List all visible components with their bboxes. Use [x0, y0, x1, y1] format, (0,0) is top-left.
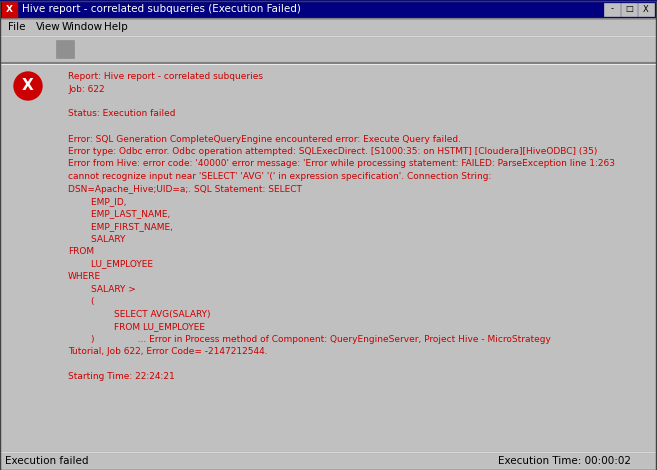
- Text: cannot recognize input near 'SELECT' 'AVG' '(' in expression specification'. Con: cannot recognize input near 'SELECT' 'AV…: [68, 172, 491, 181]
- Bar: [604, 2, 620, 16]
- Bar: [0, 18, 657, 36]
- Text: Job: 622: Job: 622: [68, 85, 104, 94]
- Text: Starting Time: 22:24:21: Starting Time: 22:24:21: [68, 372, 175, 381]
- Text: Hive report - correlated subqueries (Execution Failed): Hive report - correlated subqueries (Exe…: [22, 4, 301, 14]
- Text: FROM LU_EMPLOYEE: FROM LU_EMPLOYEE: [68, 322, 205, 331]
- Text: LU_EMPLOYEE: LU_EMPLOYEE: [68, 259, 153, 268]
- Bar: [4, 40, 20, 58]
- Text: -: -: [610, 5, 614, 14]
- Bar: [494, 454, 655, 468]
- Text: Window: Window: [62, 22, 103, 32]
- Text: Error from Hive: error code: '40000' error message: 'Error while processing stat: Error from Hive: error code: '40000' err…: [68, 159, 615, 169]
- Text: Execution failed: Execution failed: [5, 456, 89, 466]
- Text: Error type: Odbc error. Odbc operation attempted: SQLExecDirect. [S1000:35: on H: Error type: Odbc error. Odbc operation a…: [68, 147, 597, 156]
- Text: EMP_LAST_NAME,: EMP_LAST_NAME,: [68, 210, 170, 219]
- Text: (: (: [68, 297, 95, 306]
- Text: X: X: [22, 78, 34, 94]
- Text: Status: Execution failed: Status: Execution failed: [68, 110, 175, 118]
- Bar: [36, 40, 52, 58]
- Text: File: File: [8, 22, 26, 32]
- Text: SALARY >: SALARY >: [68, 284, 136, 293]
- Text: FROM: FROM: [68, 247, 94, 256]
- Bar: [0, 452, 657, 470]
- Text: DSN=Apache_Hive;UID=a;. SQL Statement: SELECT: DSN=Apache_Hive;UID=a;. SQL Statement: S…: [68, 185, 302, 194]
- Text: X: X: [643, 5, 649, 14]
- Text: Tutorial, Job 622, Error Code= -2147212544.: Tutorial, Job 622, Error Code= -21472125…: [68, 347, 267, 356]
- Bar: [621, 2, 637, 16]
- Circle shape: [14, 72, 42, 100]
- Text: View: View: [36, 22, 60, 32]
- Bar: [2, 454, 492, 468]
- Text: Execution Time: 00:00:02: Execution Time: 00:00:02: [498, 456, 631, 466]
- Text: )               ... Error in Process method of Component: QueryEngineServer, Pro: ) ... Error in Process method of Compone…: [68, 335, 551, 344]
- Bar: [24, 40, 34, 58]
- Text: X: X: [6, 5, 13, 14]
- Text: EMP_FIRST_NAME,: EMP_FIRST_NAME,: [68, 222, 173, 231]
- Bar: [638, 2, 654, 16]
- Text: SALARY: SALARY: [68, 235, 125, 243]
- Text: □: □: [625, 5, 633, 14]
- Bar: [2, 2, 17, 17]
- Text: EMP_ID,: EMP_ID,: [68, 197, 127, 206]
- Bar: [56, 40, 74, 58]
- Bar: [0, 36, 657, 62]
- Text: Error: SQL Generation CompleteQueryEngine encountered error: Execute Query faile: Error: SQL Generation CompleteQueryEngin…: [68, 134, 461, 143]
- Text: WHERE: WHERE: [68, 272, 101, 281]
- Text: Help: Help: [104, 22, 127, 32]
- Text: SELECT AVG(SALARY): SELECT AVG(SALARY): [68, 310, 210, 319]
- Text: Report: Hive report - correlated subqueries: Report: Hive report - correlated subquer…: [68, 72, 263, 81]
- Bar: [0, 0, 657, 18]
